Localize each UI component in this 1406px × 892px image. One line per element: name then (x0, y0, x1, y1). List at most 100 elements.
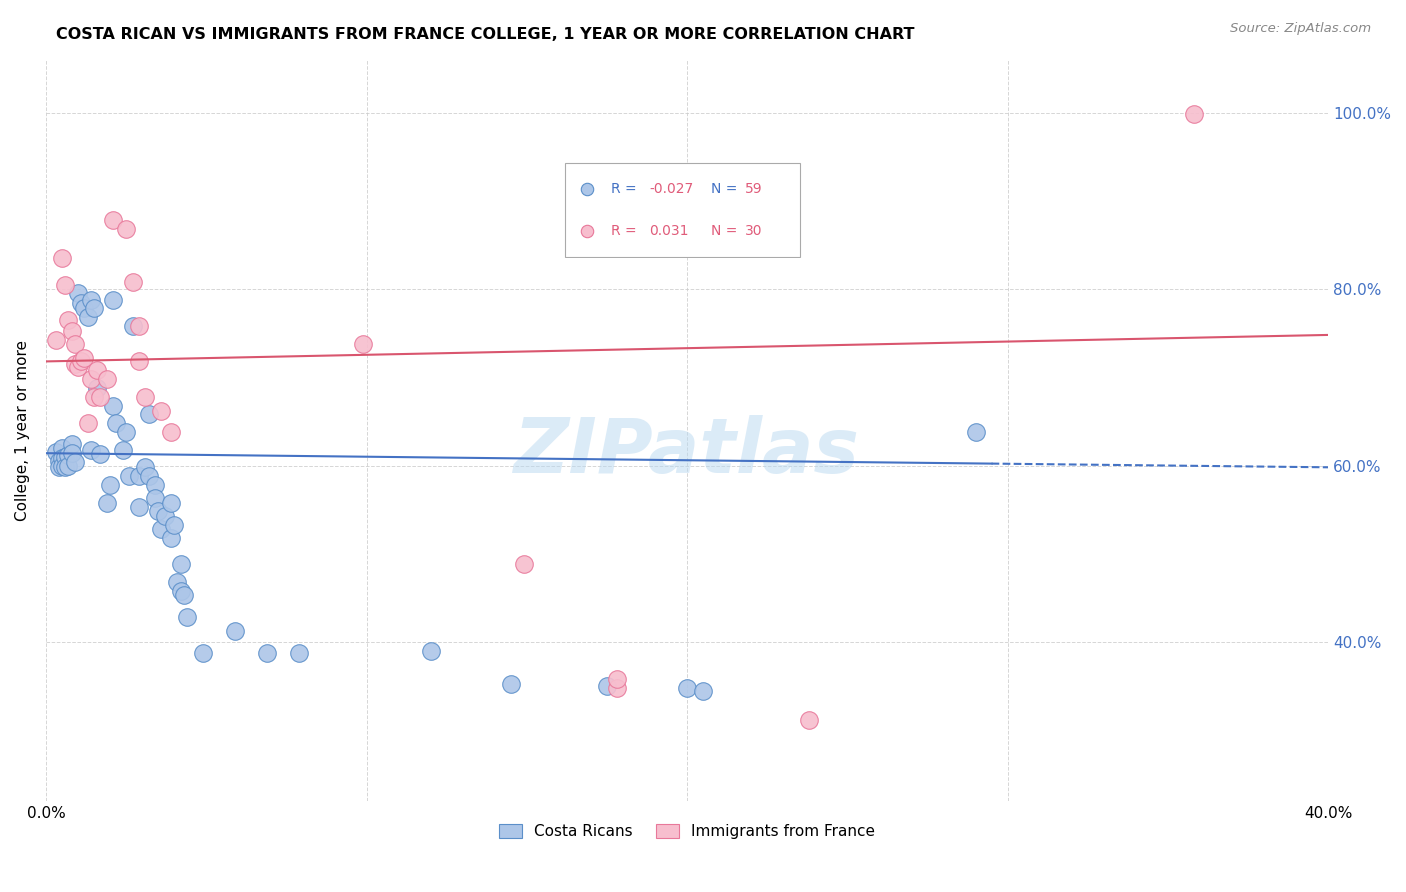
Point (73, 351, 96, 365)
Point (70, 354, 93, 368)
Legend: Costa Ricans, Immigrants from France: Costa Ricans, Immigrants from France (494, 818, 882, 845)
Point (66, 285, 89, 300)
Point (103, 213, 125, 227)
Point (53, 277, 76, 292)
Point (60, 446, 83, 460)
Point (58, 313, 80, 327)
Point (83, 301, 105, 316)
Point (143, 478, 166, 492)
Point (96, 495, 118, 509)
Point (80, 293, 103, 307)
Point (138, 469, 160, 483)
Point (166, 574, 188, 589)
Point (160, 425, 183, 439)
Point (176, 610, 198, 624)
Point (150, 522, 173, 536)
Text: -0.027: -0.027 (650, 182, 693, 196)
Point (83, 390, 105, 404)
Point (173, 588, 195, 602)
Text: N =: N = (711, 182, 742, 196)
Point (224, 624, 246, 638)
Point (606, 681, 628, 695)
Point (51, 451, 73, 466)
Point (512, 558, 534, 572)
Point (352, 336, 374, 351)
Point (121, 319, 143, 334)
Point (60, 437, 83, 451)
Text: ZIPatlas: ZIPatlas (515, 416, 860, 490)
Point (53, 460, 76, 475)
Point (96, 372, 118, 386)
Point (105, 416, 128, 430)
Point (51, 441, 73, 455)
Point (134, 460, 156, 475)
Point (103, 293, 125, 307)
Point (146, 504, 169, 518)
Text: COSTA RICAN VS IMMIGRANTS FROM FRANCE COLLEGE, 1 YEAR OR MORE CORRELATION CHART: COSTA RICAN VS IMMIGRANTS FROM FRANCE CO… (56, 27, 915, 42)
Y-axis label: College, 1 year or more: College, 1 year or more (15, 340, 30, 521)
Text: 0.031: 0.031 (650, 224, 689, 238)
Point (60, 325, 83, 339)
Point (63, 357, 86, 371)
Point (134, 390, 156, 404)
Point (111, 442, 134, 457)
Point (160, 495, 183, 509)
Point (51, 251, 73, 265)
Point (143, 491, 166, 506)
Point (80, 372, 103, 386)
Point (575, 224, 598, 238)
Point (128, 469, 150, 483)
Point (58, 448, 80, 462)
Point (103, 399, 125, 413)
Point (596, 679, 619, 693)
Point (499, 677, 522, 691)
Text: 30: 30 (745, 224, 762, 238)
Point (160, 531, 183, 545)
Point (676, 681, 699, 695)
Point (89, 447, 111, 461)
Point (48, 454, 70, 468)
Point (163, 517, 186, 532)
Point (63, 336, 86, 351)
Point (53, 450, 76, 464)
Point (115, 425, 138, 439)
Point (419, 644, 441, 658)
Point (51, 458, 73, 473)
Point (138, 408, 160, 422)
Text: 59: 59 (745, 182, 762, 196)
Point (606, 672, 628, 686)
Point (76, 416, 98, 430)
Point (86, 381, 108, 395)
Point (128, 500, 150, 514)
Point (58, 458, 80, 473)
Text: N =: N = (711, 224, 742, 238)
Point (150, 404, 173, 418)
Point (63, 455, 86, 469)
Text: R =: R = (610, 182, 641, 196)
Point (45, 445, 67, 459)
Point (153, 508, 176, 523)
Point (797, 713, 820, 727)
Point (98, 478, 121, 492)
Point (169, 583, 191, 598)
Point (121, 275, 143, 289)
Point (692, 683, 714, 698)
Point (89, 390, 111, 404)
Point (73, 301, 96, 316)
Point (256, 646, 278, 660)
Point (76, 310, 98, 325)
Point (80, 442, 103, 457)
Point (70, 296, 93, 310)
Point (118, 469, 141, 483)
Point (575, 182, 598, 196)
Point (128, 319, 150, 334)
Point (115, 222, 138, 236)
FancyBboxPatch shape (565, 163, 800, 257)
Point (66, 359, 89, 374)
Point (86, 363, 108, 377)
Text: Source: ZipAtlas.com: Source: ZipAtlas.com (1230, 22, 1371, 36)
Point (965, 425, 987, 439)
Text: R =: R = (610, 224, 645, 238)
Point (169, 558, 191, 572)
Point (128, 354, 150, 368)
